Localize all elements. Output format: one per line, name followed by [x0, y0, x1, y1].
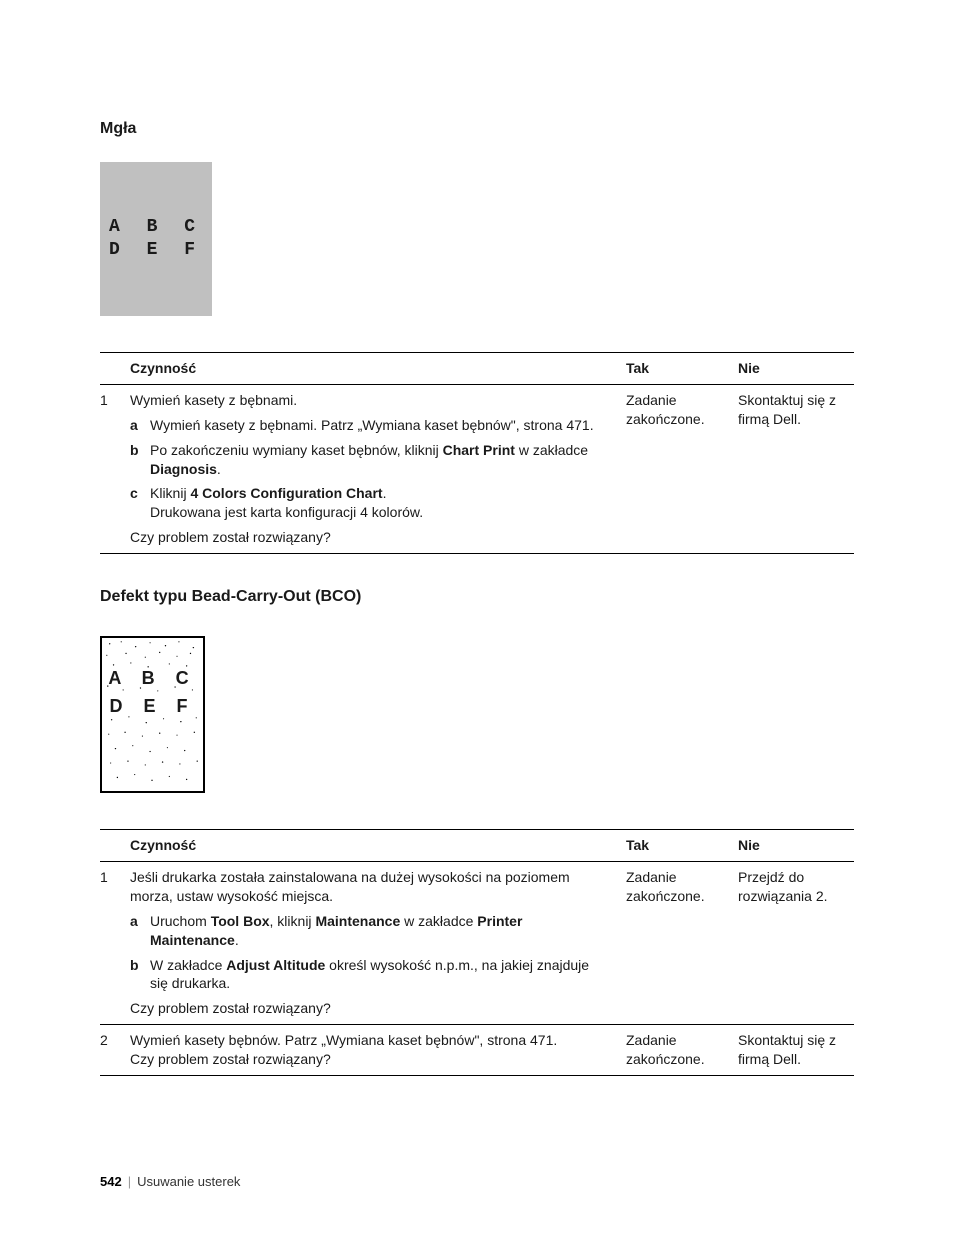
substep-label: b: [130, 956, 150, 994]
text: Kliknij: [150, 485, 190, 501]
text: .: [383, 485, 387, 501]
text: w zakładce: [400, 913, 477, 929]
substep-body: Po zakończeniu wymiany kaset bębnów, kli…: [150, 441, 606, 479]
row-action: Wymień kasety z bębnami. a Wymień kasety…: [130, 384, 626, 553]
text: Wymień kasety bębnów. Patrz „Wymiana kas…: [130, 1031, 606, 1050]
text: Po zakończeniu wymiany kaset bębnów, kli…: [150, 442, 443, 458]
closer-question: Czy problem został rozwiązany?: [130, 1050, 606, 1069]
row-tak: Zadanie zakończone.: [626, 384, 738, 553]
th-nie: Nie: [738, 830, 854, 862]
th-blank: [100, 353, 130, 385]
substep-label: b: [130, 441, 150, 479]
th-tak: Tak: [626, 353, 738, 385]
substep-body: Wymień kasety z bębnami. Patrz „Wymiana …: [150, 416, 606, 435]
text: .: [217, 461, 221, 477]
action-lead: Wymień kasety z bębnami.: [130, 391, 606, 410]
page-footer: 542 | Usuwanie usterek: [100, 1174, 240, 1189]
bold-text: Tool Box: [211, 913, 270, 929]
bold-text: Diagnosis: [150, 461, 217, 477]
row-num: 1: [100, 862, 130, 1025]
substep-body: W zakładce Adjust Altitude określ wysoko…: [150, 956, 606, 994]
substep-a: a Uruchom Tool Box, kliknij Maintenance …: [130, 912, 606, 950]
substep-label: a: [130, 416, 150, 435]
row-action: Wymień kasety bębnów. Patrz „Wymiana kas…: [130, 1025, 626, 1076]
th-blank: [100, 830, 130, 862]
substep-body: Kliknij 4 Colors Configuration Chart. Dr…: [150, 484, 606, 522]
closer-question: Czy problem został rozwiązany?: [130, 528, 606, 547]
sample-mgla: A B C D E F: [100, 162, 212, 316]
text: Uruchom: [150, 913, 211, 929]
bold-text: Maintenance: [315, 913, 400, 929]
substep-b: b Po zakończeniu wymiany kaset bębnów, k…: [130, 441, 606, 479]
footer-separator: |: [128, 1174, 131, 1189]
section-title-mgla: Mgła: [100, 120, 854, 138]
sample-line2: D E F: [102, 696, 203, 717]
bold-text: Adjust Altitude: [226, 957, 325, 973]
th-nie: Nie: [738, 353, 854, 385]
row-num: 2: [100, 1025, 130, 1076]
row-num: 1: [100, 384, 130, 553]
chapter-title: Usuwanie usterek: [137, 1174, 240, 1189]
action-lead: Jeśli drukarka została zainstalowana na …: [130, 868, 606, 906]
bold-text: 4 Colors Configuration Chart: [190, 485, 382, 501]
table-row: 1 Jeśli drukarka została zainstalowana n…: [100, 862, 854, 1025]
row-nie: Skontaktuj się z firmą Dell.: [738, 384, 854, 553]
substep-label: a: [130, 912, 150, 950]
row-nie: Skontaktuj się z firmą Dell.: [738, 1025, 854, 1076]
page: Mgła A B C D E F Czynność Tak Nie 1 Wymi…: [0, 0, 954, 1237]
table-mgla: Czynność Tak Nie 1 Wymień kasety z bębna…: [100, 352, 854, 554]
sample-line1: A B C: [109, 216, 203, 239]
row-nie: Przejdź do rozwiązania 2.: [738, 862, 854, 1025]
text: W zakładce: [150, 957, 226, 973]
text: , kliknij: [270, 913, 316, 929]
substep-c: c Kliknij 4 Colors Configuration Chart. …: [130, 484, 606, 522]
text: w zakładce: [515, 442, 588, 458]
table-row: 2 Wymień kasety bębnów. Patrz „Wymiana k…: [100, 1025, 854, 1076]
table-bco: Czynność Tak Nie 1 Jeśli drukarka został…: [100, 829, 854, 1076]
sample-line1: A B C: [102, 668, 203, 689]
substep-a: a Wymień kasety z bębnami. Patrz „Wymian…: [130, 416, 606, 435]
text: Drukowana jest karta konfiguracji 4 kolo…: [150, 504, 423, 520]
substep-label: c: [130, 484, 150, 522]
substep-b: b W zakładce Adjust Altitude określ wyso…: [130, 956, 606, 994]
th-czynnosc: Czynność: [130, 353, 626, 385]
substep-body: Uruchom Tool Box, kliknij Maintenance w …: [150, 912, 606, 950]
row-action: Jeśli drukarka została zainstalowana na …: [130, 862, 626, 1025]
closer-question: Czy problem został rozwiązany?: [130, 999, 606, 1018]
table-row: 1 Wymień kasety z bębnami. a Wymień kase…: [100, 384, 854, 553]
page-number: 542: [100, 1174, 122, 1189]
text: .: [235, 932, 239, 948]
th-tak: Tak: [626, 830, 738, 862]
sample-line2: D E F: [109, 239, 203, 262]
section-title-bco: Defekt typu Bead-Carry-Out (BCO): [100, 588, 854, 606]
row-tak: Zadanie zakończone.: [626, 1025, 738, 1076]
bold-text: Chart Print: [443, 442, 515, 458]
row-tak: Zadanie zakończone.: [626, 862, 738, 1025]
th-czynnosc: Czynność: [130, 830, 626, 862]
sample-bco: A B C D E F: [100, 636, 205, 793]
